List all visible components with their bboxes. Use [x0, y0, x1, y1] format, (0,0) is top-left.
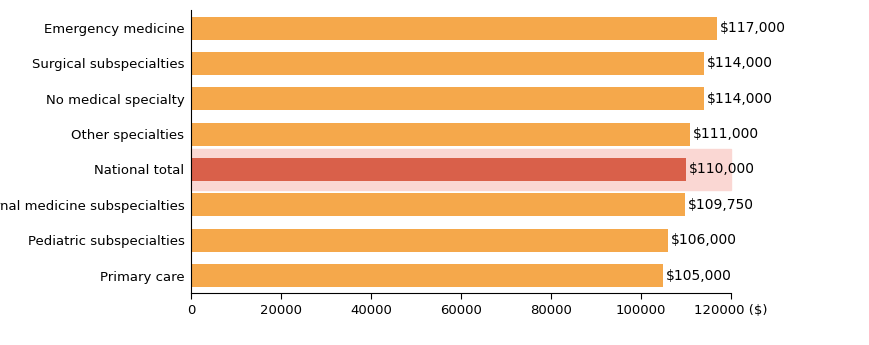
Bar [191, 17, 716, 40]
Text: $111,000: $111,000 [693, 127, 759, 141]
Text: $106,000: $106,000 [670, 233, 736, 247]
Bar [191, 229, 667, 252]
Text: $109,750: $109,750 [687, 198, 753, 212]
Bar [191, 264, 662, 287]
Bar [191, 52, 703, 75]
Bar [191, 149, 730, 190]
Text: $110,000: $110,000 [687, 162, 753, 177]
Bar [191, 158, 685, 181]
Text: $114,000: $114,000 [706, 56, 772, 70]
Text: $105,000: $105,000 [666, 268, 731, 283]
Text: $114,000: $114,000 [706, 92, 772, 106]
Bar [191, 193, 684, 216]
Bar [191, 122, 689, 146]
Text: $117,000: $117,000 [720, 21, 785, 35]
Bar [191, 87, 703, 110]
